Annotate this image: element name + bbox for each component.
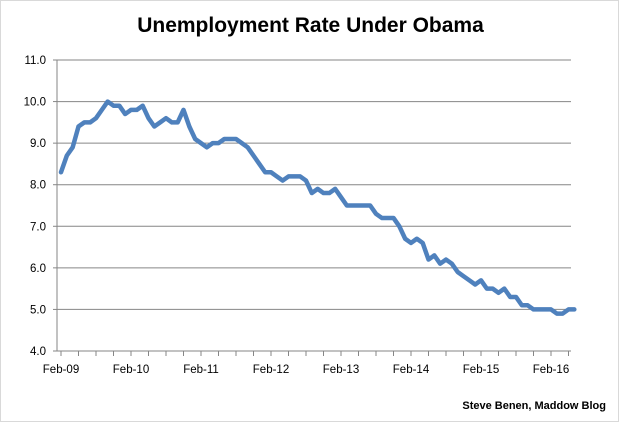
- x-ticks: [60, 351, 569, 356]
- y-tick-label: 9.0: [30, 138, 46, 150]
- x-tick-label: Feb-15: [463, 364, 499, 376]
- x-tick-labels: Feb-09 Feb-10 Feb-11 Feb-12 Feb-13 Feb-14 Feb-…: [43, 364, 569, 376]
- x-tick-label: Feb-09: [43, 364, 79, 376]
- y-tick-label: 5.0: [30, 304, 46, 316]
- chart-title: Unemployment Rate Under Obama: [137, 14, 484, 37]
- x-tick-label: Feb-12: [253, 364, 289, 376]
- y-tick-label: 7.0: [30, 221, 46, 233]
- series-line: [58, 99, 577, 316]
- y-tick-labels: 4.0 5.0 6.0 7.0 8.0 9.0 10.0 11.0: [24, 55, 46, 358]
- x-tick-label: Feb-16: [533, 364, 569, 376]
- grid-lines: [57, 59, 571, 310]
- series-layer: [58, 99, 577, 316]
- axes: [53, 59, 571, 352]
- x-tick-label: Feb-14: [393, 364, 430, 376]
- x-tick-label: Feb-10: [113, 364, 149, 376]
- chart-credit: Steve Benen, Maddow Blog: [462, 400, 606, 412]
- x-tick-label: Feb-11: [183, 364, 219, 376]
- y-tick-label: 4.0: [30, 346, 46, 358]
- x-tick-label: Feb-13: [323, 364, 359, 376]
- y-tick-label: 8.0: [30, 180, 46, 192]
- y-tick-label: 11.0: [24, 55, 46, 67]
- y-tick-label: 10.0: [24, 97, 46, 109]
- y-tick-label: 6.0: [30, 263, 46, 275]
